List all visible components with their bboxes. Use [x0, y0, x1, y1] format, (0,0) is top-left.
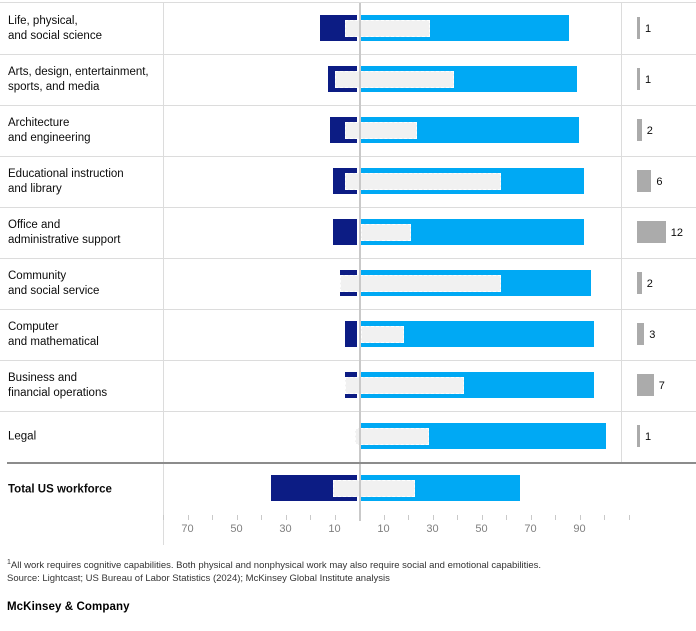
- axis-tick-label: 30: [279, 523, 292, 535]
- category-label: Educational instruction and library: [8, 167, 124, 195]
- footnote-text: All work requires cognitive capabilities…: [10, 560, 542, 572]
- axis-tick: [163, 515, 164, 520]
- category-label: Architecture and engineering: [8, 116, 91, 144]
- axis-tick-label: 30: [426, 523, 439, 535]
- employment-value: 2: [646, 124, 653, 137]
- chart-row: Legal 1: [0, 411, 696, 462]
- axis-tick: [628, 515, 630, 520]
- employment-bar: [637, 272, 642, 294]
- employment-bar: [637, 68, 640, 90]
- category-label: Computer and mathematical: [8, 320, 99, 348]
- social-emotional-overlay: [344, 173, 501, 190]
- mckinsey-company-logo: McKinsey & Company: [7, 601, 130, 613]
- chart-row: Computer and mathematical 3: [0, 309, 696, 361]
- social-emotional-overlay: [339, 275, 501, 292]
- category-label: Office and administrative support: [8, 218, 121, 246]
- axis-tick: [236, 515, 238, 520]
- employment-bar: [637, 221, 666, 243]
- physical-bar: [332, 219, 357, 245]
- axis-tick: [530, 515, 532, 520]
- category-label: Community and social service: [8, 269, 100, 297]
- social-emotional-overlay: [332, 480, 415, 497]
- employment-value: 3: [649, 328, 656, 341]
- total-row: Total US workforce: [0, 463, 696, 516]
- axis-tick-label: 50: [475, 523, 488, 535]
- employment-value: 1: [645, 22, 652, 35]
- axis-tick: [261, 515, 262, 520]
- employment-value: 1: [645, 430, 652, 443]
- footnote-superscript: 1: [7, 559, 11, 566]
- axis-tick: [481, 515, 483, 520]
- social-emotional-overlay: [344, 122, 418, 139]
- social-emotional-overlay: [361, 326, 405, 343]
- chart-row: Arts, design, entertainment, sports, and…: [0, 54, 696, 106]
- axis-tick: [310, 515, 311, 520]
- total-label: Total US workforce: [8, 482, 112, 495]
- center-axis-line: [359, 3, 361, 521]
- footnote-line: 1All work requires cognitive capabilitie…: [7, 558, 541, 573]
- axis-tick: [212, 515, 213, 520]
- axis-tick: [506, 515, 507, 520]
- employment-value: 2: [646, 277, 653, 290]
- axis-tick: [555, 515, 556, 520]
- chart-row: Educational instruction and library 6: [0, 156, 696, 208]
- employment-value: 7: [658, 379, 665, 392]
- axis-tick-label: 10: [377, 523, 390, 535]
- axis-tick: [604, 515, 605, 520]
- employment-bar: [637, 323, 645, 345]
- label-column-divider: [163, 3, 164, 545]
- axis-tick: [187, 515, 189, 520]
- category-label: Legal: [8, 429, 37, 442]
- category-label: Arts, design, entertainment, sports, and…: [8, 65, 149, 93]
- axis-tick-label: 90: [573, 523, 586, 535]
- axis-tick: [432, 515, 434, 520]
- employment-bar: [637, 374, 654, 396]
- category-label: Business and financial operations: [8, 371, 108, 399]
- employment-bar: [637, 119, 642, 141]
- social-emotional-overlay: [354, 428, 430, 445]
- axis-tick: [457, 515, 458, 520]
- axis-tick: [334, 515, 336, 520]
- employment-bar: [637, 170, 652, 192]
- axis-tick: [285, 515, 287, 520]
- social-emotional-overlay: [361, 224, 412, 241]
- right-column-divider: [621, 3, 622, 462]
- category-label: Life, physical, and social science: [8, 14, 102, 42]
- physical-bar: [344, 321, 357, 347]
- employment-value: 6: [656, 175, 663, 188]
- social-emotional-overlay: [344, 377, 464, 394]
- employment-value: 1: [645, 73, 652, 86]
- chart-row: Life, physical, and social science 1: [0, 3, 696, 55]
- axis-tick: [408, 515, 409, 520]
- employment-value: 12: [670, 226, 684, 239]
- total-separator: [7, 462, 696, 464]
- chart-row: Business and financial operations 7: [0, 360, 696, 412]
- footnote: 1All work requires cognitive capabilitie…: [7, 558, 541, 585]
- axis-tick: [579, 515, 581, 520]
- axis-tick-label: 10: [328, 523, 341, 535]
- axis-tick-label: 50: [230, 523, 243, 535]
- social-emotional-overlay: [344, 20, 430, 37]
- source-line: Source: Lightcast; US Bureau of Labor St…: [7, 572, 390, 584]
- top-border: [0, 2, 696, 3]
- employment-bar: [637, 425, 640, 447]
- employment-bar: [637, 17, 640, 39]
- chart-row: Community and social service 2: [0, 258, 696, 310]
- chart-row: Office and administrative support 12: [0, 207, 696, 259]
- chart-row: Architecture and engineering 2: [0, 105, 696, 157]
- social-emotional-overlay: [334, 71, 454, 88]
- axis-tick: [383, 515, 385, 520]
- axis-tick-label: 70: [181, 523, 194, 535]
- axis-tick-label: 70: [524, 523, 537, 535]
